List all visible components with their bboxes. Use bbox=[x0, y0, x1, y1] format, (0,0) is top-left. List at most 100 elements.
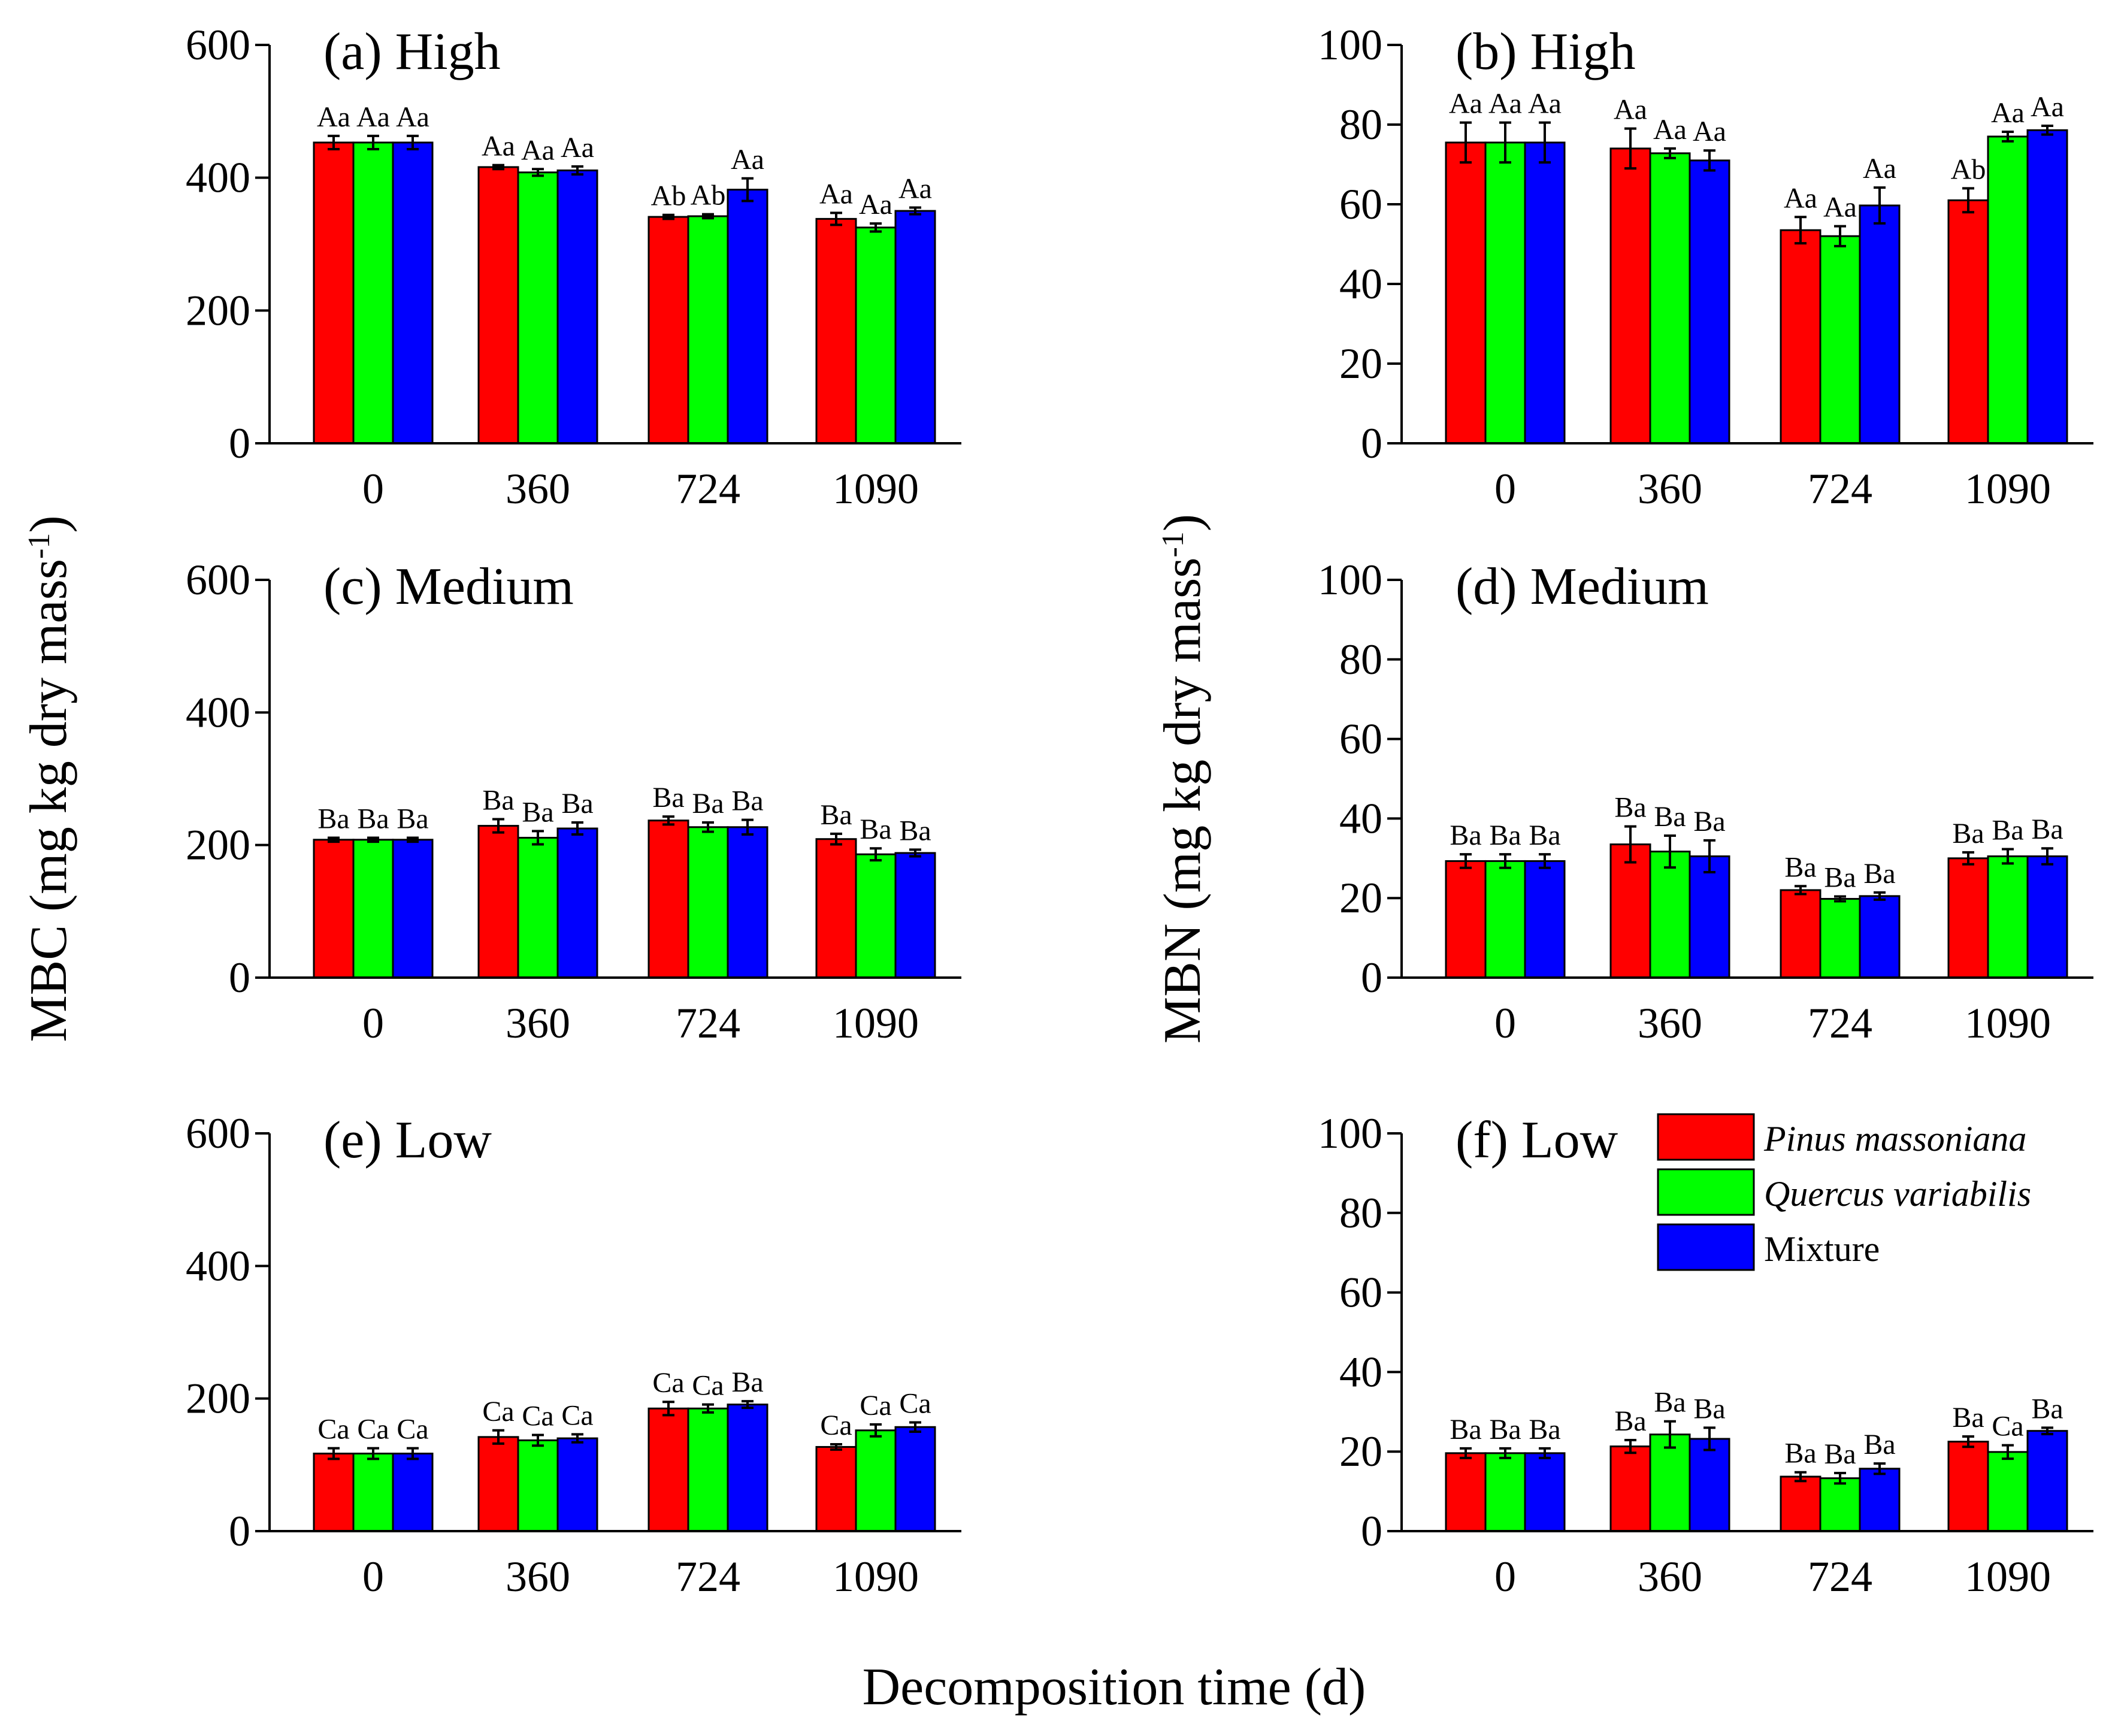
sig-label-c-t724-s2: Ba bbox=[731, 785, 763, 817]
sig-label-d-t0-s0: Ba bbox=[1450, 819, 1481, 851]
bar-e-t724-s0 bbox=[647, 1407, 689, 1532]
sig-label-c-t724-s1: Ba bbox=[692, 788, 724, 819]
error-bar-c-t724-s2 bbox=[742, 818, 754, 836]
sig-label-c-t724-s0: Ba bbox=[652, 782, 684, 813]
bar-c-t360-s2 bbox=[556, 827, 598, 979]
error-bar-c-t1090-s2 bbox=[909, 848, 921, 858]
sig-label-c-t0-s2: Ba bbox=[397, 803, 428, 834]
error-bar-f-t360-s1 bbox=[1664, 1420, 1676, 1449]
sig-label-c-t0-s1: Ba bbox=[357, 803, 389, 834]
x-tick-label-b-360: 360 bbox=[1638, 465, 1702, 513]
bar-f-t724-s1 bbox=[1819, 1477, 1861, 1532]
error-bar-c-t1090-s1 bbox=[870, 847, 882, 862]
y-tick-label-d-80: 80 bbox=[1339, 636, 1382, 683]
x-tick-label-f-1090: 1090 bbox=[1965, 1553, 2051, 1601]
sig-label-e-t360-s0: Ca bbox=[482, 1396, 514, 1427]
y-tick-label-d-60: 60 bbox=[1339, 715, 1382, 763]
sig-label-d-t360-s1: Ba bbox=[1654, 801, 1686, 833]
y-tick-label-c-200: 200 bbox=[186, 821, 250, 869]
panel-title-a: (a) High bbox=[323, 23, 501, 81]
error-bar-f-t1090-s1 bbox=[2002, 1444, 2014, 1460]
x-tick-label-a-0: 0 bbox=[362, 465, 384, 513]
bar-a-t360-s1 bbox=[517, 171, 559, 444]
x-tick-label-d-724: 724 bbox=[1808, 999, 1872, 1047]
y-tick-label-a-600: 600 bbox=[186, 21, 250, 69]
error-bar-a-t1090-s1 bbox=[870, 222, 882, 233]
bar-e-t1090-s2 bbox=[894, 1426, 936, 1532]
sig-label-c-t360-s0: Ba bbox=[482, 785, 514, 816]
bar-e-t1090-s1 bbox=[855, 1429, 897, 1532]
y-tick-label-b-80: 80 bbox=[1339, 101, 1382, 149]
bar-a-t360-s0 bbox=[477, 166, 519, 444]
error-bar-b-t1090-s0 bbox=[1962, 187, 1974, 214]
bar-c-t360-s0 bbox=[477, 825, 519, 979]
x-tick-label-e-1090: 1090 bbox=[833, 1553, 919, 1601]
y-tick-label-b-100: 100 bbox=[1318, 21, 1382, 69]
sig-label-b-t360-s0: Aa bbox=[1614, 94, 1647, 126]
error-bar-a-t0-s0 bbox=[328, 134, 340, 151]
error-bar-f-t360-s0 bbox=[1624, 1438, 1636, 1454]
bar-a-t0-s1 bbox=[352, 141, 394, 444]
error-bar-f-t724-s1 bbox=[1834, 1472, 1846, 1485]
sig-label-c-t0-s0: Ba bbox=[317, 803, 349, 834]
error-bar-b-t0-s2 bbox=[1539, 121, 1551, 164]
sig-label-d-t724-s1: Ba bbox=[1824, 862, 1856, 894]
error-bar-d-t0-s1 bbox=[1499, 853, 1511, 869]
x-tick-label-a-1090: 1090 bbox=[833, 465, 919, 513]
panel-title-c: (c) Medium bbox=[323, 558, 574, 616]
error-bar-d-t1090-s0 bbox=[1962, 851, 1974, 866]
x-tick-label-d-360: 360 bbox=[1638, 999, 1702, 1047]
sig-label-b-t1090-s2: Aa bbox=[2031, 91, 2064, 123]
x-tick-label-c-0: 0 bbox=[362, 999, 384, 1047]
error-bar-c-t0-s2 bbox=[407, 836, 419, 843]
sig-label-c-t360-s2: Ba bbox=[561, 788, 593, 819]
bar-a-t1090-s2 bbox=[894, 210, 936, 444]
error-bar-b-t360-s1 bbox=[1664, 147, 1676, 159]
y-axis-title-mbn: MBN (mg kg dry mass-1) bbox=[1154, 514, 1212, 1044]
bar-b-t724-s1 bbox=[1819, 235, 1861, 444]
bar-a-t724-s2 bbox=[727, 189, 768, 444]
error-bar-a-t724-s2 bbox=[742, 177, 754, 202]
sig-label-a-t0-s1: Aa bbox=[356, 101, 390, 133]
bar-e-t360-s0 bbox=[477, 1436, 519, 1532]
y-axis-title-mbn-main: MBN (mg kg dry mass bbox=[1154, 558, 1212, 1044]
x-axis-title: Decomposition time (d) bbox=[863, 1658, 1366, 1716]
sig-label-e-t0-s2: Ca bbox=[397, 1414, 428, 1445]
error-bar-e-t0-s1 bbox=[367, 1447, 379, 1460]
error-bar-c-t0-s1 bbox=[367, 836, 379, 843]
error-bar-a-t0-s2 bbox=[407, 134, 419, 151]
bar-e-t1090-s0 bbox=[815, 1445, 857, 1532]
bar-e-t360-s1 bbox=[517, 1439, 559, 1532]
bar-c-t0-s0 bbox=[313, 839, 355, 979]
panel-title-f: (f) Low bbox=[1456, 1111, 1618, 1169]
y-tick-label-d-40: 40 bbox=[1339, 794, 1382, 842]
bar-d-t1090-s0 bbox=[1947, 857, 1989, 979]
error-bar-d-t360-s0 bbox=[1624, 825, 1636, 864]
y-axis-title-mbc-sup: -1 bbox=[22, 533, 56, 559]
bar-a-t724-s1 bbox=[687, 215, 729, 444]
bar-b-t1090-s2 bbox=[2026, 129, 2068, 444]
sig-label-f-t360-s2: Ba bbox=[1693, 1393, 1725, 1425]
sig-label-d-t724-s2: Ba bbox=[1863, 858, 1895, 890]
sig-label-f-t724-s1: Ba bbox=[1824, 1438, 1856, 1470]
error-bar-f-t1090-s2 bbox=[2041, 1426, 2053, 1435]
error-bar-c-t724-s0 bbox=[662, 815, 674, 826]
bar-f-t1090-s1 bbox=[1987, 1451, 2029, 1532]
bar-b-t360-s2 bbox=[1689, 159, 1730, 444]
error-bar-a-t1090-s0 bbox=[830, 211, 842, 226]
sig-label-c-t1090-s0: Ba bbox=[820, 799, 852, 831]
bar-b-t0-s2 bbox=[1524, 141, 1566, 444]
bar-f-t360-s0 bbox=[1609, 1445, 1651, 1532]
error-bar-a-t1090-s2 bbox=[909, 206, 921, 216]
error-bar-c-t0-s0 bbox=[328, 836, 340, 843]
panel-title-d: (d) Medium bbox=[1456, 558, 1709, 616]
error-bar-d-t360-s2 bbox=[1703, 839, 1715, 874]
bar-f-t360-s2 bbox=[1689, 1438, 1730, 1532]
bar-e-t360-s2 bbox=[556, 1437, 598, 1532]
legend-label-pinus: Pinus massoniana bbox=[1763, 1119, 2026, 1159]
sig-label-c-t1090-s2: Ba bbox=[899, 815, 931, 846]
x-tick-label-e-0: 0 bbox=[362, 1553, 384, 1601]
sig-label-d-t1090-s0: Ba bbox=[1952, 818, 1984, 849]
